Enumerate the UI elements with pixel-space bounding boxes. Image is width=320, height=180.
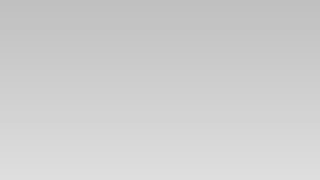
- Text: max: max: [154, 119, 164, 124]
- Text: 1 Exocyclic double bond:: 1 Exocyclic double bond:: [148, 58, 253, 68]
- Text: COOH: COOH: [20, 124, 40, 130]
- Text: $\lambda$: $\lambda$: [148, 96, 155, 107]
- Text: $\lambda$: $\lambda$: [148, 114, 155, 125]
- Text: C: C: [81, 73, 87, 82]
- Text: (observed):: (observed):: [162, 116, 213, 125]
- Text: 5 nm: 5 nm: [292, 58, 313, 68]
- Text: B: B: [52, 80, 58, 89]
- Text: (calculated):: (calculated):: [162, 96, 217, 105]
- Text: Homoannular diene:: Homoannular diene:: [148, 21, 234, 30]
- Text: max: max: [154, 100, 164, 105]
- Text: 1 Alkyl group:: 1 Alkyl group:: [148, 78, 206, 87]
- Text: 275 nm: 275 nm: [274, 116, 313, 125]
- Text: 253 nm: 253 nm: [281, 21, 313, 30]
- Text: 278 nm: 278 nm: [273, 96, 313, 105]
- Text: A: A: [28, 78, 34, 87]
- Text: 5 nm: 5 nm: [292, 78, 313, 87]
- Text: 15 nm: 15 nm: [286, 39, 313, 48]
- Text: jove: jove: [296, 8, 312, 16]
- Text: 3 Ring residues:: 3 Ring residues:: [148, 39, 216, 48]
